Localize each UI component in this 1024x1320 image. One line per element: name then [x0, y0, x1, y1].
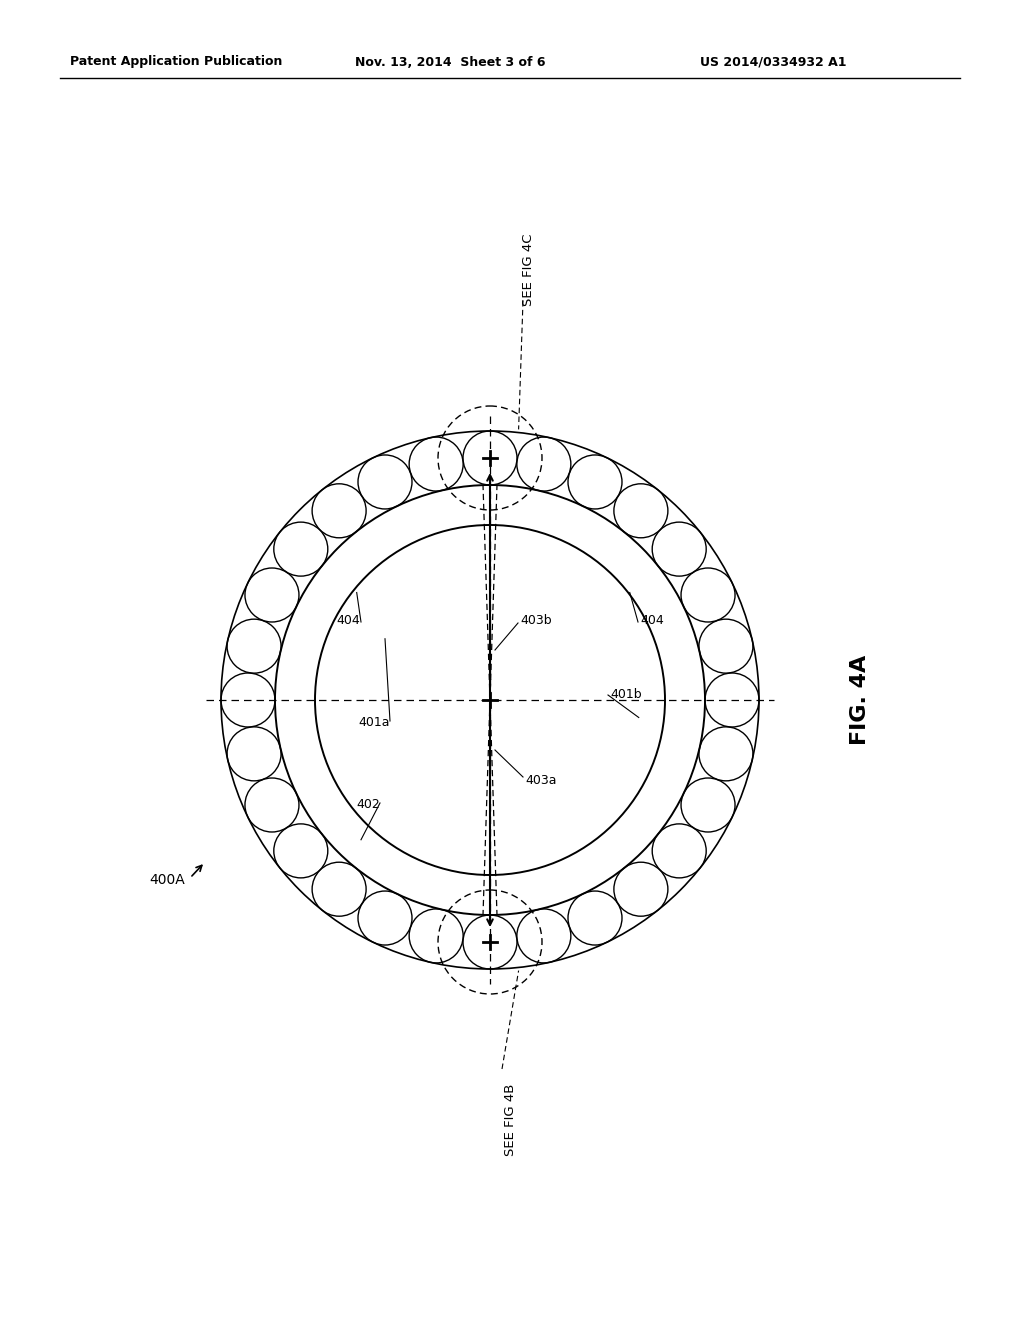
Text: FIG. 4A: FIG. 4A: [850, 655, 870, 744]
Text: Nov. 13, 2014  Sheet 3 of 6: Nov. 13, 2014 Sheet 3 of 6: [355, 55, 546, 69]
Text: 401a: 401a: [358, 717, 390, 730]
Text: US 2014/0334932 A1: US 2014/0334932 A1: [700, 55, 847, 69]
Text: 400A: 400A: [150, 873, 185, 887]
Text: 404: 404: [640, 614, 664, 627]
Text: 403b: 403b: [520, 614, 552, 627]
Text: 403a: 403a: [525, 774, 556, 787]
Text: SEE FIG 4C: SEE FIG 4C: [521, 234, 535, 306]
Text: Patent Application Publication: Patent Application Publication: [70, 55, 283, 69]
Text: 401b: 401b: [610, 689, 642, 701]
Text: 404: 404: [336, 614, 360, 627]
Text: SEE FIG 4B: SEE FIG 4B: [504, 1084, 516, 1156]
Text: 402: 402: [356, 799, 380, 812]
